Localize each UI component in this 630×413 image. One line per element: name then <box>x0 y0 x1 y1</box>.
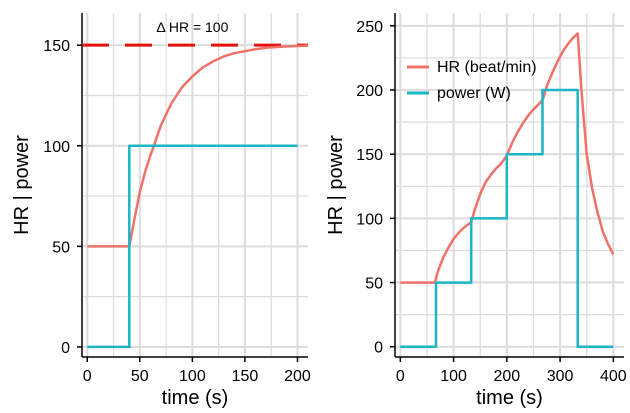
hr-series-line <box>400 32 615 284</box>
y-tick-label: 100 <box>356 211 383 228</box>
x-tick-label: 300 <box>547 368 574 385</box>
left-chart: HR | power time (s) 0 50 100 150 200 0 50 100 15… <box>11 13 311 409</box>
x-tick-label: 0 <box>83 368 92 385</box>
x-tick-label: 100 <box>440 368 467 385</box>
legend-label-hr: HR (beat/min) <box>437 59 537 76</box>
y-tick-label: 100 <box>43 139 70 156</box>
x-tick-label: 150 <box>232 368 259 385</box>
x-tick-label: 400 <box>600 368 627 385</box>
y-tick-label: 200 <box>356 83 383 100</box>
y-tick-label: 50 <box>365 276 383 293</box>
right-y-axis-label: HR | power <box>325 135 347 235</box>
legend-label-power: power (W) <box>437 85 511 102</box>
legend: HR (beat/min) power (W) <box>407 59 537 102</box>
right-x-axis-label: time (s) <box>476 387 543 409</box>
right-chart: HR | power time (s) 0 100 200 300 400 0 50 100 1… <box>325 13 627 409</box>
delta-hr-annotation: Δ HR = 100 <box>156 19 228 35</box>
hr-series-line <box>87 44 309 248</box>
left-x-axis-label: time (s) <box>162 387 229 409</box>
x-tick-label: 200 <box>284 368 311 385</box>
x-tick-label: 50 <box>131 368 149 385</box>
y-tick-label: 0 <box>61 340 70 357</box>
left-y-axis-label: HR | power <box>11 135 33 235</box>
y-tick-label: 50 <box>52 239 70 256</box>
y-tick-label: 150 <box>356 147 383 164</box>
x-tick-label: 100 <box>179 368 206 385</box>
x-tick-label: 200 <box>493 368 520 385</box>
x-tick-label: 0 <box>396 368 405 385</box>
power-series-line <box>87 144 298 349</box>
y-tick-label: 0 <box>374 340 383 357</box>
grid <box>82 13 308 357</box>
y-tick-label: 150 <box>43 38 70 55</box>
y-tick-label: 250 <box>356 19 383 36</box>
power-series-line <box>400 88 614 348</box>
